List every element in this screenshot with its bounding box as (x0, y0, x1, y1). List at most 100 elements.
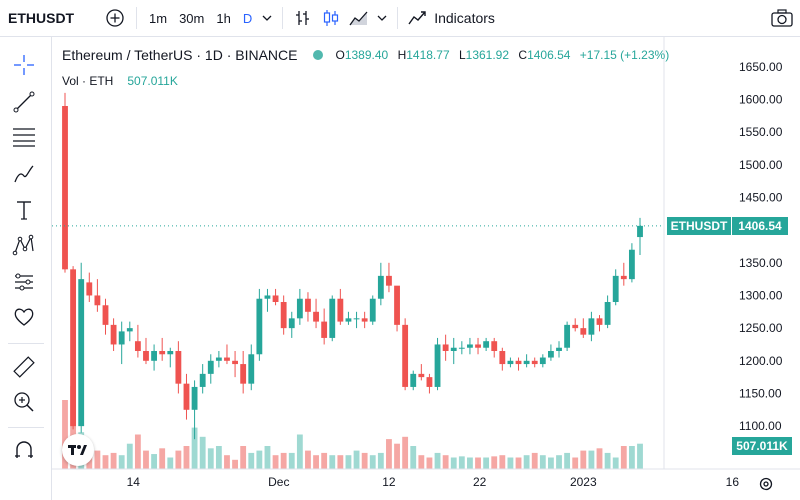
candle-body (256, 298, 263, 355)
candle-body (86, 282, 93, 296)
volume-bar (215, 446, 222, 469)
volume-bar (159, 448, 166, 469)
price-tick-label: 1250.00 (739, 321, 783, 335)
price-tick-label: 1550.00 (739, 125, 783, 139)
candle-body (531, 360, 538, 365)
volume-bar (418, 455, 425, 469)
brush-icon[interactable] (9, 159, 39, 189)
candle-body (296, 298, 303, 319)
open-label: O (335, 48, 345, 62)
timeframe-30m[interactable]: 30m (179, 10, 205, 26)
time-tick-label: 2023 (570, 475, 597, 489)
volume-bar (394, 443, 400, 469)
crosshair-icon[interactable] (9, 50, 39, 80)
price-tick-label: 1650.00 (739, 60, 783, 74)
volume-bar (548, 457, 554, 469)
toolbar-divider (8, 343, 44, 344)
candle-body (564, 324, 571, 348)
volume-bar (305, 450, 311, 469)
volume-bar (572, 457, 579, 469)
volume-bar (499, 455, 506, 469)
candle-body (62, 106, 68, 270)
trend-line-icon[interactable] (9, 87, 39, 117)
area-chart-icon[interactable] (345, 4, 373, 32)
tradingview-logo[interactable] (62, 434, 94, 466)
text-tool-icon[interactable] (9, 195, 39, 225)
volume-label: Vol · ETH (62, 74, 114, 88)
candle-body (450, 347, 457, 351)
volume-bar (604, 452, 611, 469)
zoom-in-icon[interactable] (9, 387, 39, 417)
volume-bar (329, 455, 336, 469)
volume-legend: Vol · ETH 507.011K (62, 74, 178, 88)
candle-body (596, 318, 603, 325)
time-tick-label: 22 (473, 475, 487, 489)
candle-body (215, 357, 222, 361)
chevron-down-icon[interactable] (258, 4, 276, 32)
volume-bar (143, 450, 149, 469)
candle-body (70, 269, 77, 427)
volume-bar (467, 457, 473, 469)
chevron-down-icon[interactable] (373, 4, 391, 32)
volume-bar (110, 452, 117, 469)
volume-bar (361, 452, 368, 469)
volume-bar (175, 450, 182, 469)
ruler-icon[interactable] (9, 352, 39, 382)
candle-body (612, 275, 619, 302)
candle-body (337, 298, 344, 322)
indicators-button[interactable]: Indicators (404, 4, 499, 32)
timeframe-1m[interactable]: 1m (149, 10, 168, 26)
candle-body (361, 318, 368, 322)
volume-bar (207, 448, 214, 469)
volume-bar (126, 443, 133, 469)
volume-bar (483, 457, 490, 469)
volume-bar (564, 452, 571, 469)
volume-bar (475, 457, 481, 469)
price-tick-label: 1500.00 (739, 158, 783, 172)
forecast-tool-icon[interactable] (9, 267, 39, 297)
compare-add-icon[interactable] (100, 4, 130, 32)
timeframe-1d[interactable]: D (242, 10, 253, 26)
candle-body (313, 311, 319, 322)
candle-body (151, 351, 157, 361)
candle-body (580, 328, 587, 335)
volume-bar (588, 450, 595, 469)
toolbar-divider (397, 7, 399, 29)
volume-bar (353, 450, 360, 469)
candle-body (588, 318, 595, 335)
candle-body (280, 302, 287, 329)
volume-bar (167, 457, 174, 469)
settings-gear-icon[interactable] (759, 477, 773, 491)
candle-body (288, 318, 295, 329)
volume-bar (491, 456, 498, 469)
pattern-tool-icon[interactable] (9, 230, 39, 260)
volume-bar (199, 436, 206, 469)
change-value: +17.15 (+1.23%) (579, 48, 670, 62)
fib-retracement-icon[interactable] (9, 122, 39, 152)
candle-body (628, 249, 635, 280)
camera-icon[interactable] (764, 4, 800, 32)
candle-body (377, 275, 384, 299)
volume-bar (507, 457, 514, 469)
drawing-toolbar (0, 37, 52, 500)
candle-body (572, 324, 579, 329)
candle-body (183, 383, 190, 410)
volume-bars (62, 386, 643, 469)
heart-icon[interactable] (9, 302, 39, 332)
high-value: 1418.77 (406, 48, 450, 62)
price-tick-label: 1350.00 (739, 256, 783, 270)
magnet-icon[interactable] (9, 435, 39, 465)
volume-bar (118, 455, 125, 469)
volume-bar (62, 400, 68, 469)
candle-body (240, 364, 247, 384)
symbol-search[interactable]: ETHUSDT (8, 10, 75, 26)
candle-body (369, 298, 376, 322)
timeframe-1h[interactable]: 1h (216, 10, 231, 26)
candles-chart-icon[interactable] (317, 4, 345, 32)
ohlc-values: O1389.40 H1418.77 L1361.92 C1406.54 +17.… (335, 48, 675, 62)
volume-bar (580, 450, 587, 469)
candle-body (620, 275, 627, 280)
indicators-label: Indicators (434, 10, 495, 26)
bars-chart-icon[interactable] (289, 4, 317, 32)
